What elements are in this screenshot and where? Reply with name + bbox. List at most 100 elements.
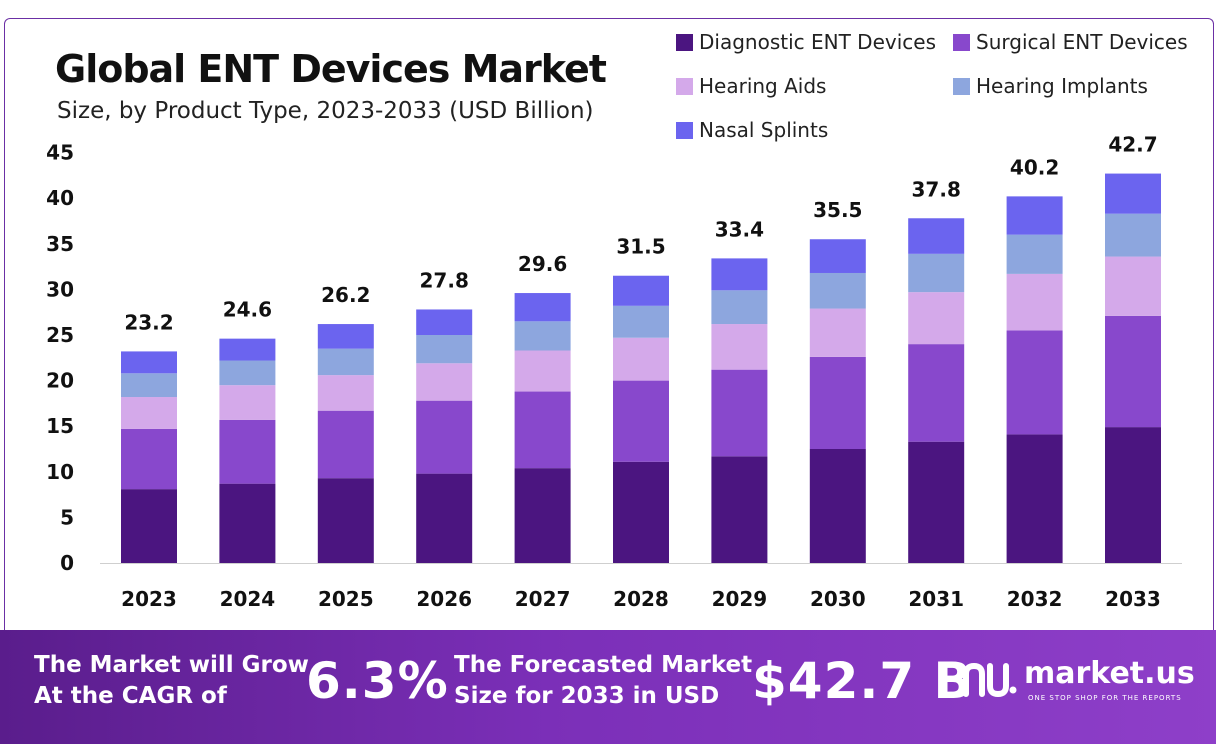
bar-segment [317, 375, 374, 411]
bar-total-label: 29.6 [518, 252, 567, 276]
bar-segment [317, 478, 374, 563]
brand-tagline: ONE STOP SHOP FOR THE REPORTS [1028, 694, 1182, 702]
bar-segment [711, 290, 768, 325]
bar-segment [514, 350, 571, 392]
bar-segment [1105, 173, 1161, 214]
cagr-label-line2: At the CAGR of [34, 683, 227, 709]
x-tick-label: 2026 [416, 587, 472, 611]
bar-segment [908, 441, 965, 563]
x-tick-label: 2023 [121, 587, 177, 611]
forecast-value: $42.7 B [752, 652, 973, 710]
bar-segment [514, 321, 571, 351]
bar-segment [317, 348, 374, 376]
y-tick-label: 15 [46, 414, 74, 438]
bar-segment [809, 356, 866, 449]
y-tick-label: 30 [46, 277, 74, 301]
bar-segment [121, 397, 177, 429]
bar-segment [613, 461, 669, 563]
bar-segment [809, 449, 866, 563]
summary-banner: The Market will Grow At the CAGR of 6.3%… [0, 630, 1216, 744]
y-tick-label: 45 [46, 141, 74, 165]
bar-segment [219, 419, 276, 484]
bar-segment [908, 344, 965, 442]
bar-segment [613, 380, 669, 462]
legend-label: Diagnostic ENT Devices [699, 30, 936, 54]
bar-total-label: 27.8 [420, 268, 469, 292]
bar-segment [219, 338, 276, 361]
bar-total-label: 40.2 [1010, 155, 1059, 179]
y-tick-label: 25 [46, 323, 74, 347]
x-tick-label: 2031 [908, 587, 964, 611]
bar-segment [711, 369, 768, 457]
bar-segment [908, 292, 965, 345]
bar-segment [219, 360, 276, 386]
y-tick-label: 5 [60, 505, 74, 529]
bar-segment [908, 218, 965, 254]
bar-total-label: 42.7 [1108, 133, 1157, 157]
bar-segment [514, 293, 571, 322]
legend-item-surgical: Surgical ENT Devices [953, 30, 1188, 54]
y-tick-label: 20 [46, 369, 74, 393]
legend-swatch [676, 77, 693, 95]
x-tick-label: 2030 [810, 587, 866, 611]
bar-segment [121, 428, 177, 490]
legend-item-diagnostic: Diagnostic ENT Devices [676, 30, 936, 54]
bar-segment [514, 391, 571, 469]
x-tick-label: 2028 [613, 587, 669, 611]
bar-total-label: 23.2 [124, 310, 173, 334]
bar-total-label: 31.5 [616, 235, 665, 259]
legend-swatch [676, 121, 693, 139]
chart-subtitle: Size, by Product Type, 2023-2033 (USD Bi… [57, 98, 594, 124]
bar-segment [613, 305, 669, 338]
bar-segment [416, 400, 473, 474]
bar-segment [416, 363, 473, 401]
legend-label: Hearing Implants [976, 74, 1148, 98]
bar-segment [416, 309, 473, 335]
bar-segment [1006, 273, 1063, 331]
bar-segment [809, 239, 866, 273]
bar-segment [317, 324, 374, 349]
bar-total-label: 26.2 [321, 283, 370, 307]
bar-segment [613, 337, 669, 381]
legend-label: Hearing Aids [699, 74, 827, 98]
cagr-value: 6.3% [306, 652, 449, 710]
forecast-label: The Forecasted Market Size for 2033 in U… [454, 650, 752, 712]
y-tick-label: 0 [60, 551, 74, 575]
bar-segment [809, 308, 866, 357]
bar-segment [121, 373, 177, 398]
bar-segment [613, 275, 669, 306]
bar-segment [219, 385, 276, 420]
legend-swatch [953, 33, 970, 51]
bar-segment [1105, 315, 1161, 428]
bar-segment [1105, 427, 1161, 563]
x-tick-label: 2025 [318, 587, 374, 611]
bar-total-label: 35.5 [813, 198, 862, 222]
x-tick-label: 2032 [1007, 587, 1063, 611]
legend-item-nasal-splints: Nasal Splints [676, 118, 828, 142]
cagr-label: The Market will Grow At the CAGR of [34, 650, 309, 712]
bar-total-label: 37.8 [912, 177, 961, 201]
bar-segment [1006, 196, 1063, 235]
y-tick-label: 10 [46, 460, 74, 484]
chart-plot: 05101520253035404523.2202324.6202426.220… [46, 133, 1182, 611]
bar-segment [1105, 213, 1161, 257]
x-tick-label: 2024 [220, 587, 276, 611]
bar-total-label: 24.6 [223, 298, 272, 322]
legend-item-hearing-aids: Hearing Aids [676, 74, 826, 98]
y-tick-label: 35 [46, 232, 74, 256]
bar-segment [1006, 330, 1063, 435]
brand-name: market.us [1024, 656, 1195, 691]
bar-total-label: 33.4 [715, 217, 764, 241]
bar-segment [711, 324, 768, 370]
legend-swatch [953, 77, 970, 95]
legend-item-hearing-implants: Hearing Implants [953, 74, 1148, 98]
x-tick-label: 2029 [712, 587, 768, 611]
y-tick-label: 40 [46, 186, 74, 210]
chart-title: Global ENT Devices Market [55, 47, 607, 91]
bar-segment [1006, 234, 1063, 274]
bar-segment [1006, 434, 1063, 563]
forecast-label-line1: The Forecasted Market [454, 652, 753, 678]
bar-segment [121, 489, 177, 563]
bar-segment [711, 456, 768, 563]
